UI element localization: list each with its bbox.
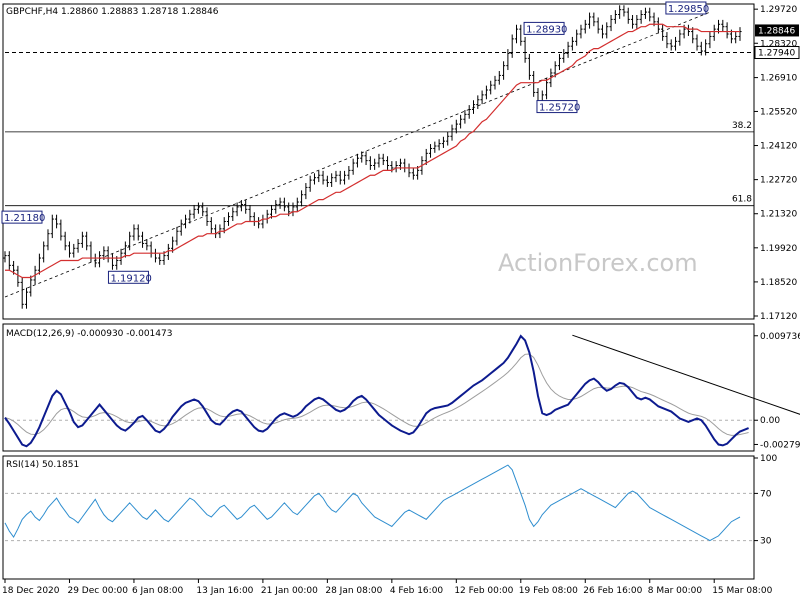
macd-header: MACD(12,26,9) -0.000930 -0.001473 [6, 329, 172, 339]
x-axis: 18 Dec 2020 29 Dec 00:00 6 Jan 08:00 13 Jan… [2, 579, 773, 596]
price-header: GBPCHF,H4 1.28860 1.28883 1.28718 1.2884… [6, 7, 219, 17]
price-axis-label: 1.18520 [760, 278, 797, 288]
watermark: ActionForex.com [498, 249, 698, 277]
price-axis-label: 1.25520 [760, 107, 797, 117]
swing-label-box [523, 21, 565, 35]
hline-price-tag [754, 46, 800, 60]
price-axis-label: 1.24120 [760, 142, 797, 152]
x-axis-label: 29 Dec 00:00 [67, 586, 128, 596]
macd-series [4, 334, 800, 448]
macd-axis-label: -0.002792 [760, 440, 800, 450]
macd-line [4, 334, 749, 448]
macd-panel-frame [2, 323, 755, 452]
price-annotations: 1.21180 1.19120 1.28930 1.25720 1.29850 [1, 1, 709, 284]
rsi-axis-label: 100 [760, 454, 777, 464]
macd-axis-label: 0.00 [760, 416, 780, 426]
x-axis-label: 26 Feb 16:00 [583, 586, 642, 596]
x-axis-label: 18 Dec 2020 [2, 586, 60, 596]
x-axis-label: 19 Feb 08:00 [519, 586, 578, 596]
rsi-line [4, 464, 741, 542]
x-axis-label: 15 Mar 08:00 [712, 586, 772, 596]
price-panel-frame [2, 3, 755, 320]
rsi-panel-frame [2, 455, 755, 580]
swing-label: 1.29850 [668, 4, 709, 15]
x-axis-label: 21 Jan 00:00 [261, 586, 318, 596]
x-axis-label: 6 Jan 08:00 [132, 586, 184, 596]
current-price-label: 1.28846 [758, 26, 795, 36]
x-axis-label: 13 Jan 16:00 [196, 586, 253, 596]
fib-level-label: 38.2 [732, 121, 752, 131]
swing-label: 1.19120 [110, 273, 151, 284]
price-axis-label: 1.17120 [760, 312, 797, 322]
price-axis-label: 1.19920 [760, 244, 797, 254]
price-axis: 1.29720 1.28320 1.26910 1.25520 1.24120 1.227… [754, 5, 800, 322]
rsi-header: RSI(14) 50.1851 [6, 460, 79, 470]
x-axis-label: 12 Feb 00:00 [454, 586, 513, 596]
swing-label-box [1, 210, 43, 224]
x-axis-label: 4 Feb 16:00 [390, 586, 444, 596]
rsi-series [4, 464, 741, 542]
price-series [3, 5, 742, 309]
rsi-axis: 100 70 30 [754, 454, 777, 547]
swing-label: 1.28930 [526, 24, 567, 35]
macd-axis-label: 0.009736 [760, 332, 800, 342]
price-axis-label: 1.29720 [760, 5, 797, 15]
x-axis-label: 28 Jan 08:00 [325, 586, 382, 596]
swing-label-box [107, 270, 149, 284]
fib-level-label: 61.8 [732, 195, 752, 205]
price-axis-label: 1.26910 [760, 74, 797, 84]
swing-label: 1.21180 [4, 213, 45, 224]
macd-signal-line [4, 353, 749, 436]
rsi-axis-label: 70 [760, 489, 772, 499]
x-axis-label: 8 Mar 00:00 [648, 586, 703, 596]
price-axis-label: 1.22720 [760, 176, 797, 186]
swing-label-box [665, 1, 707, 15]
price-axis-label: 1.28320 [760, 39, 797, 49]
macd-trendline [572, 334, 800, 415]
rsi-axis-label: 30 [760, 537, 772, 547]
swing-label: 1.25720 [539, 103, 580, 114]
price-axis-label: 1.21320 [760, 210, 797, 220]
current-price-tag [755, 24, 799, 37]
swing-label-box [536, 100, 578, 114]
sma-line [5, 23, 740, 279]
macd-axis: 0.009736 0.00 -0.002792 [754, 332, 800, 450]
hline-price-label: 1.27940 [758, 49, 795, 59]
